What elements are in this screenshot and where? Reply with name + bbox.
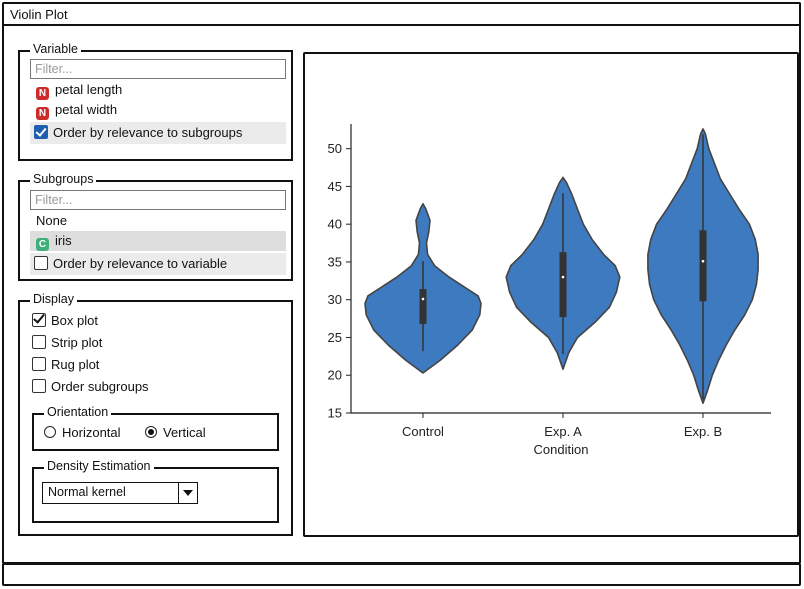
- list-item-label: petal width: [55, 102, 118, 117]
- numeric-type-icon: N: [36, 87, 49, 100]
- density-estimation-group: Density Estimation Normal kernel: [32, 459, 279, 523]
- variable-filter-input[interactable]: Filter...: [30, 59, 286, 79]
- order-by-relevance-variable-label: Order by relevance to variable: [53, 256, 228, 271]
- order-by-relevance-subgroups-label: Order by relevance to subgroups: [53, 125, 243, 140]
- horizontal-option[interactable]: Horizontal: [44, 423, 121, 443]
- display-legend: Display: [30, 292, 77, 306]
- list-item-label: petal length: [55, 82, 123, 97]
- violin-box: [419, 289, 427, 324]
- density-estimation-value: Normal kernel: [48, 485, 126, 499]
- rug-plot-label: Rug plot: [51, 357, 100, 372]
- box-plot-checkbox[interactable]: [32, 313, 46, 327]
- order-by-relevance-subgroups-checkbox[interactable]: [34, 125, 48, 139]
- violin-median: [421, 297, 425, 301]
- chevron-down-icon[interactable]: [178, 483, 197, 503]
- variable-legend: Variable: [30, 42, 81, 56]
- vertical-option[interactable]: Vertical: [145, 423, 206, 443]
- order-by-relevance-variable-row[interactable]: Order by relevance to variable: [30, 253, 286, 275]
- categorical-type-icon: C: [36, 238, 49, 251]
- violin-chart: 15 20 25 30 35 40 45 50 Control Exp. A Exp. B Con…: [328, 124, 771, 457]
- y-tick-label: 25: [328, 330, 342, 345]
- subgroups-filter-input[interactable]: Filter...: [30, 190, 286, 210]
- horizontal-label: Horizontal: [62, 425, 121, 440]
- strip-plot-label: Strip plot: [51, 335, 103, 350]
- box-plot-label: Box plot: [51, 313, 98, 328]
- x-tick-label: Exp. B: [684, 424, 722, 439]
- order-by-relevance-subgroups-row[interactable]: Order by relevance to subgroups: [30, 122, 286, 144]
- violin-median: [701, 259, 705, 263]
- y-tick-label: 50: [328, 141, 342, 156]
- density-estimation-legend: Density Estimation: [44, 459, 154, 473]
- violin-box: [559, 252, 567, 318]
- box-plot-option[interactable]: Box plot: [32, 311, 98, 331]
- vertical-radio[interactable]: [145, 426, 157, 438]
- list-item-label: iris: [55, 233, 72, 248]
- title-bar: Violin Plot: [2, 2, 801, 26]
- x-axis-label: Condition: [534, 442, 589, 457]
- numeric-type-icon: N: [36, 107, 49, 120]
- order-by-relevance-variable-checkbox[interactable]: [34, 256, 48, 270]
- list-item-label: None: [36, 213, 68, 228]
- order-subgroups-option[interactable]: Order subgroups: [32, 377, 149, 397]
- y-tick-label: 30: [328, 292, 342, 307]
- violin-box: [699, 230, 707, 302]
- y-tick-label: 35: [328, 254, 342, 269]
- window-title: Violin Plot: [10, 7, 68, 22]
- subgroups-legend: Subgroups: [30, 172, 97, 186]
- display-group: Display Box plot Strip plot Rug plot Ord…: [18, 292, 293, 536]
- status-bar: [2, 563, 801, 586]
- y-tick-label: 15: [328, 406, 342, 421]
- strip-plot-option[interactable]: Strip plot: [32, 333, 102, 353]
- rug-plot-checkbox[interactable]: [32, 357, 46, 371]
- orientation-group: Orientation Horizontal Vertical: [32, 405, 279, 451]
- order-subgroups-checkbox[interactable]: [32, 379, 46, 393]
- y-tick-label: 40: [328, 217, 342, 232]
- plot-panel: 15 20 25 30 35 40 45 50 Control Exp. A Exp. B Con…: [303, 52, 799, 537]
- vertical-label: Vertical: [163, 425, 206, 440]
- x-tick-label: Exp. A: [544, 424, 582, 439]
- orientation-legend: Orientation: [44, 405, 112, 419]
- violin-median: [561, 275, 565, 279]
- order-subgroups-label: Order subgroups: [51, 379, 149, 394]
- y-tick-label: 45: [328, 179, 342, 194]
- strip-plot-checkbox[interactable]: [32, 335, 46, 349]
- list-item[interactable]: None: [30, 211, 286, 231]
- horizontal-radio[interactable]: [44, 426, 56, 438]
- rug-plot-option[interactable]: Rug plot: [32, 355, 99, 375]
- y-tick-label: 20: [328, 368, 342, 383]
- x-tick-label: Control: [402, 424, 444, 439]
- density-estimation-select[interactable]: Normal kernel: [42, 482, 198, 504]
